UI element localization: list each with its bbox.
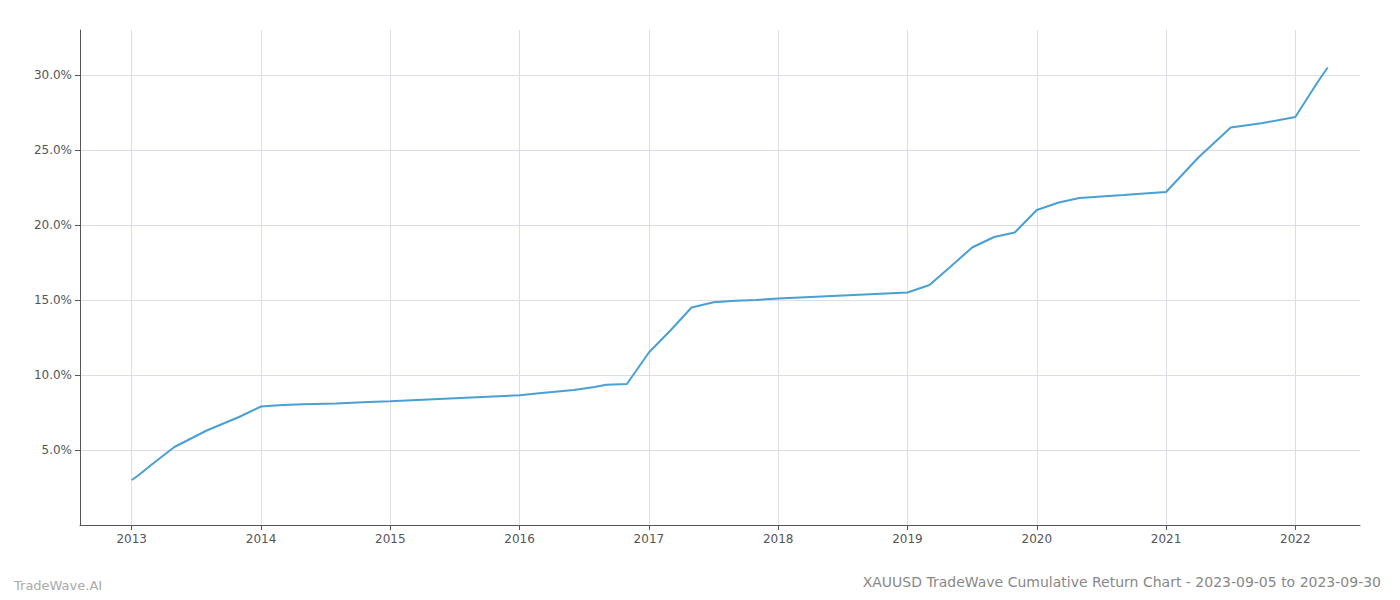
svg-text:2013: 2013	[116, 532, 147, 546]
svg-text:2019: 2019	[892, 532, 923, 546]
svg-text:25.0%: 25.0%	[34, 143, 72, 157]
svg-text:2021: 2021	[1151, 532, 1182, 546]
svg-text:30.0%: 30.0%	[34, 68, 72, 82]
svg-text:XAUUSD TradeWave Cumulative Re: XAUUSD TradeWave Cumulative Return Chart…	[863, 574, 1381, 590]
svg-text:TradeWave.AI: TradeWave.AI	[13, 578, 102, 593]
svg-text:2016: 2016	[504, 532, 535, 546]
svg-text:5.0%: 5.0%	[42, 443, 73, 457]
svg-text:2018: 2018	[763, 532, 794, 546]
svg-text:15.0%: 15.0%	[34, 293, 72, 307]
svg-text:2015: 2015	[375, 532, 406, 546]
svg-text:20.0%: 20.0%	[34, 218, 72, 232]
svg-text:2020: 2020	[1021, 532, 1052, 546]
svg-text:2017: 2017	[634, 532, 665, 546]
svg-text:10.0%: 10.0%	[34, 368, 72, 382]
svg-text:2014: 2014	[246, 532, 277, 546]
svg-text:2022: 2022	[1280, 532, 1311, 546]
